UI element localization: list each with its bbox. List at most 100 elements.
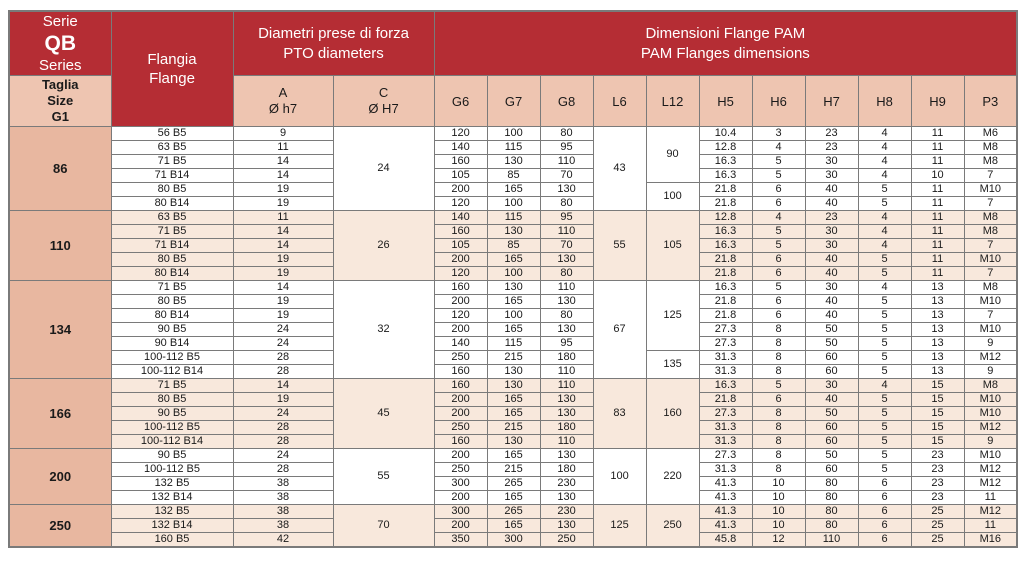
value-cell-g7: 300 bbox=[486, 532, 541, 548]
value-cell-h8: 5 bbox=[857, 294, 912, 310]
value-cell-g8: 80 bbox=[539, 196, 594, 212]
value-cell-h5: 27.3 bbox=[698, 336, 753, 352]
value-cell-a: 14 bbox=[232, 154, 334, 170]
value-cell-g8: 110 bbox=[539, 434, 594, 450]
value-cell-p3: M8 bbox=[963, 140, 1018, 156]
value-cell-l6: 43 bbox=[592, 126, 647, 212]
value-cell-l6: 55 bbox=[592, 210, 647, 282]
value-cell-h6: 6 bbox=[751, 266, 806, 282]
value-cell-g6: 200 bbox=[433, 322, 488, 338]
value-cell-p3: M10 bbox=[963, 392, 1018, 408]
value-cell-p3: 7 bbox=[963, 238, 1018, 254]
value-cell-g6: 120 bbox=[433, 196, 488, 212]
value-cell-g6: 160 bbox=[433, 364, 488, 380]
value-cell-g8: 95 bbox=[539, 210, 594, 226]
value-cell-a: 14 bbox=[232, 280, 334, 296]
value-cell-p3: 11 bbox=[963, 518, 1018, 534]
value-cell-h9: 11 bbox=[910, 126, 965, 142]
value-cell-h9: 13 bbox=[910, 294, 965, 310]
value-cell-h9: 13 bbox=[910, 280, 965, 296]
table-row: 132 B14 38 200 165 130 41.3 10 80 6 23 11 bbox=[9, 490, 1018, 506]
column-header-h6: H6 bbox=[751, 75, 806, 128]
value-cell-h7: 50 bbox=[804, 406, 859, 422]
value-cell-h7: 30 bbox=[804, 168, 859, 184]
value-cell-p3: M12 bbox=[963, 504, 1018, 520]
table-row: 80 B5 19 200 165 130 100 21.8 6 40 5 11 M10 bbox=[9, 182, 1018, 212]
value-cell-a: 19 bbox=[232, 308, 334, 324]
series-header-cell: Serie QB Series bbox=[8, 10, 112, 77]
value-cell-h8: 4 bbox=[857, 126, 912, 142]
value-cell-g7: 215 bbox=[486, 462, 541, 478]
value-cell-l6: 125 bbox=[592, 504, 647, 548]
column-header-l6: L6 bbox=[592, 75, 647, 128]
value-cell-h6: 5 bbox=[751, 378, 806, 394]
value-cell-h6: 8 bbox=[751, 448, 806, 464]
value-cell-h8: 6 bbox=[857, 532, 912, 548]
value-cell-g6: 120 bbox=[433, 266, 488, 282]
value-cell-l6: 100 bbox=[592, 448, 647, 506]
value-cell-h5: 21.8 bbox=[698, 182, 753, 198]
value-cell-g8: 130 bbox=[539, 182, 594, 198]
value-cell-h8: 4 bbox=[857, 378, 912, 394]
value-cell-a: 28 bbox=[232, 364, 334, 380]
value-cell-g7: 85 bbox=[486, 168, 541, 184]
value-cell-h8: 5 bbox=[857, 322, 912, 338]
size-group-cell: 250 bbox=[8, 504, 112, 548]
flange-cell: 71 B5 bbox=[110, 280, 234, 296]
value-cell-h8: 5 bbox=[857, 182, 912, 198]
value-cell-h9: 15 bbox=[910, 392, 965, 408]
value-cell-g7: 165 bbox=[486, 518, 541, 534]
value-cell-g6: 105 bbox=[433, 168, 488, 184]
flange-cell: 132 B5 bbox=[110, 504, 234, 520]
value-cell-a: 19 bbox=[232, 252, 334, 268]
value-cell-h7: 50 bbox=[804, 336, 859, 352]
value-cell-h9: 13 bbox=[910, 322, 965, 338]
table-row: 80 B14 19 120 100 80 21.8 6 40 5 11 7 bbox=[9, 196, 1018, 212]
value-cell-g8: 230 bbox=[539, 504, 594, 520]
column-header-c: C Ø H7 bbox=[332, 75, 435, 128]
value-cell-g8: 70 bbox=[539, 238, 594, 254]
value-cell-h6: 4 bbox=[751, 210, 806, 226]
column-header-l12: L12 bbox=[645, 75, 700, 128]
value-cell-h7: 80 bbox=[804, 490, 859, 506]
value-cell-h9: 25 bbox=[910, 504, 965, 520]
value-cell-g7: 165 bbox=[486, 182, 541, 198]
value-cell-h7: 40 bbox=[804, 308, 859, 324]
taglia-label-g1: G1 bbox=[51, 109, 69, 125]
value-cell-h8: 5 bbox=[857, 196, 912, 212]
value-cell-c: 32 bbox=[332, 280, 435, 380]
table-row: 100-112 B14 28 160 130 110 31.3 8 60 5 15 9 bbox=[9, 434, 1018, 450]
value-cell-a: 24 bbox=[232, 336, 334, 352]
value-cell-h9: 11 bbox=[910, 154, 965, 170]
table-row: 100-112 B5 28 250 215 180 31.3 8 60 5 15 M12 bbox=[9, 420, 1018, 436]
value-cell-h6: 4 bbox=[751, 140, 806, 156]
value-cell-h7: 60 bbox=[804, 420, 859, 436]
value-cell-h6: 10 bbox=[751, 490, 806, 506]
value-cell-p3: M8 bbox=[963, 378, 1018, 394]
value-cell-h9: 15 bbox=[910, 378, 965, 394]
pam-title-en: PAM Flanges dimensions bbox=[640, 44, 810, 62]
value-cell-h9: 23 bbox=[910, 490, 965, 506]
value-cell-p3: 11 bbox=[963, 490, 1018, 506]
qb-series-dimension-table: Serie QB Series Flangia Flange Diametri … bbox=[8, 10, 1019, 548]
value-cell-p3: 9 bbox=[963, 364, 1018, 380]
value-cell-h7: 30 bbox=[804, 378, 859, 394]
column-header-p3: P3 bbox=[963, 75, 1018, 128]
value-cell-h8: 4 bbox=[857, 168, 912, 184]
value-cell-g7: 215 bbox=[486, 420, 541, 436]
value-cell-h5: 27.3 bbox=[698, 406, 753, 422]
value-cell-h5: 21.8 bbox=[698, 294, 753, 310]
value-cell-h6: 8 bbox=[751, 364, 806, 380]
flangia-label-it: Flangia bbox=[147, 50, 197, 68]
flange-cell: 100-112 B14 bbox=[110, 434, 234, 450]
column-header-g7: G7 bbox=[486, 75, 541, 128]
value-cell-a: 19 bbox=[232, 196, 334, 212]
size-group-cell: 166 bbox=[8, 378, 112, 450]
value-cell-g6: 160 bbox=[433, 280, 488, 296]
value-cell-h5: 31.3 bbox=[698, 434, 753, 450]
value-cell-p3: M6 bbox=[963, 126, 1018, 142]
flange-cell: 132 B5 bbox=[110, 476, 234, 492]
value-cell-h9: 11 bbox=[910, 182, 965, 198]
value-cell-g7: 85 bbox=[486, 238, 541, 254]
value-cell-h8: 5 bbox=[857, 266, 912, 282]
